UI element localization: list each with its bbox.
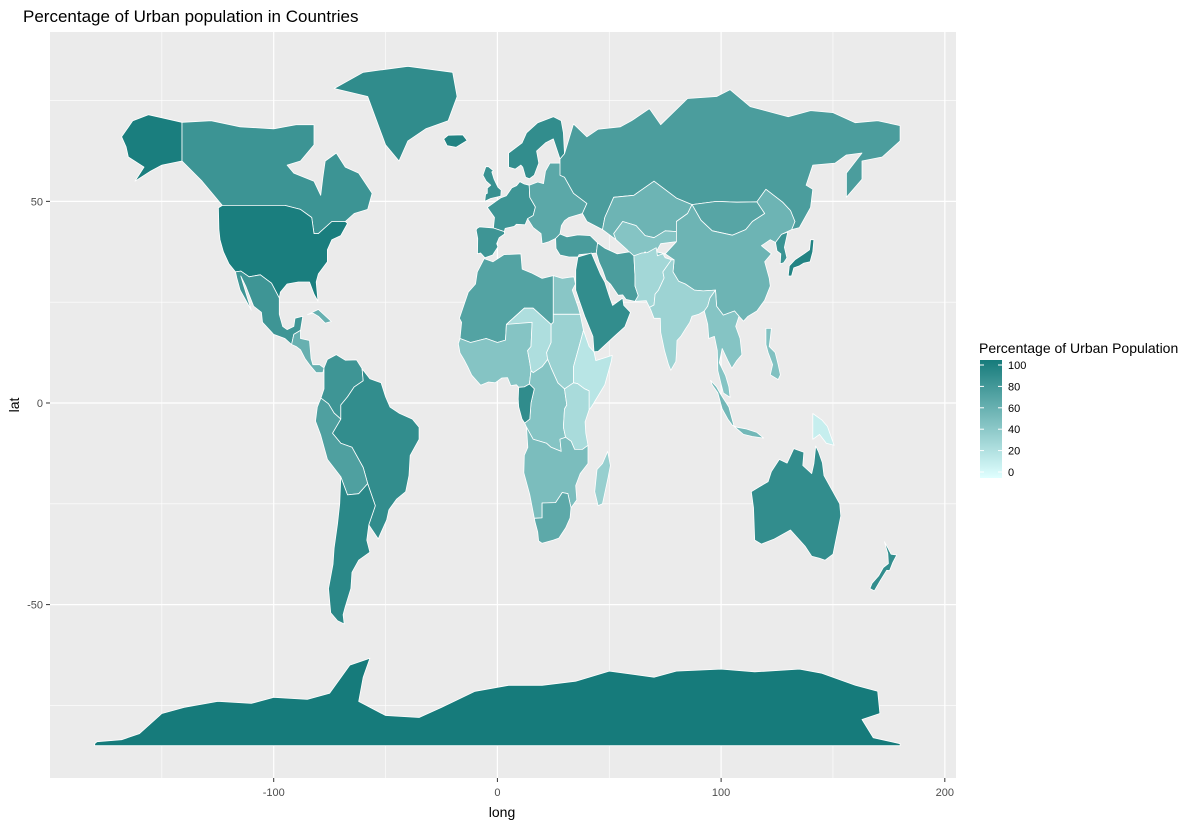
region-gabon-congo [517, 383, 535, 424]
region-papua-new-guinea [812, 413, 835, 446]
region-antarctica [94, 657, 901, 747]
region-southeast-asia [703, 289, 743, 398]
region-central-america [291, 330, 325, 374]
region-new-zealand [869, 541, 898, 592]
legend-tick-label: 40 [1008, 424, 1020, 436]
y-tick-label: 0 [37, 398, 43, 410]
x-tick-label: 0 [494, 787, 500, 799]
legend: Percentage of Urban Population 0 20 40 60 80… [979, 340, 1178, 479]
legend-title: Percentage of Urban Population [979, 340, 1178, 356]
legend-tick-label: 20 [1008, 446, 1020, 458]
region-iceland [443, 134, 468, 148]
region-philippines [765, 328, 781, 380]
country-regions [94, 65, 901, 747]
y-axis-ticks: -50 0 50 [27, 196, 50, 612]
region-indonesia [710, 380, 764, 439]
x-axis-label: long [489, 804, 515, 820]
region-south-africa [533, 492, 572, 544]
region-chile-argentina [328, 476, 376, 625]
legend-ticks: 0 20 40 60 80 100 [980, 360, 1026, 479]
legend-tick-label: 100 [1008, 360, 1026, 372]
y-axis-label: lat [6, 398, 22, 413]
x-axis-ticks: -100 0 100 200 [263, 778, 954, 799]
region-united-kingdom [482, 166, 502, 202]
x-tick-label: -100 [263, 787, 285, 799]
y-tick-label: -50 [27, 600, 43, 612]
region-iberia [475, 226, 505, 259]
legend-colorbar [980, 360, 1002, 478]
x-tick-label: 200 [936, 787, 954, 799]
region-brazil [332, 368, 420, 540]
region-korea [775, 231, 789, 265]
region-middle-east [575, 252, 631, 353]
legend-tick-label: 0 [1008, 467, 1014, 479]
x-tick-label: 100 [712, 787, 730, 799]
y-tick-label: 50 [31, 196, 43, 208]
region-madagascar [594, 451, 611, 507]
region-southern-africa [523, 426, 589, 519]
region-caribbean [307, 309, 332, 324]
region-australia [750, 445, 842, 561]
legend-tick-label: 80 [1008, 381, 1020, 393]
region-eastern-europe [527, 162, 588, 245]
legend-tick-label: 60 [1008, 403, 1020, 415]
chart-title: Percentage of Urban population in Countr… [23, 7, 359, 26]
region-alaska [121, 114, 183, 182]
region-greenland [333, 65, 458, 162]
region-japan [787, 239, 815, 277]
region-scandinavia [508, 116, 565, 180]
